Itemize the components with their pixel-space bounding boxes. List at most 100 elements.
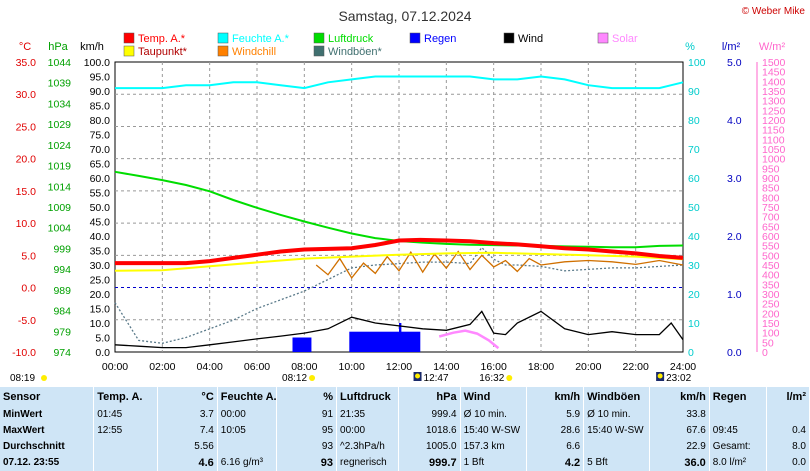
x-tick-label: 10:00 <box>339 361 365 373</box>
axis-unit-label: °C <box>19 41 31 53</box>
tick-label-wind: 5.0 <box>95 333 110 345</box>
tick-label-temp: -10.0 <box>12 347 36 359</box>
tick-label-wind: 15.0 <box>90 304 111 316</box>
weather-chart: Samstag, 07.12.2024 © Weber Mike Temp. A.*… <box>10 6 806 384</box>
table-cell: Ø 10 min. <box>583 406 651 423</box>
table-cell: 22.9 <box>649 438 710 455</box>
table-row: MinWert 01:45 3.7 00:00 91 21:35 999.4 Ø 10 min… <box>0 406 810 423</box>
tick-label-solar: 950 <box>762 163 780 175</box>
tick-label-wind: 100.0 <box>84 57 110 69</box>
table-cell: 4.2 <box>526 454 585 471</box>
sun-marker-icon <box>41 375 47 381</box>
tick-label-wind: 80.0 <box>90 115 111 127</box>
tick-label-wind: 0.0 <box>95 347 110 359</box>
tick-label-rain: 3.0 <box>727 173 742 185</box>
table-cell: 6.6 <box>526 438 585 455</box>
tick-label-temp: 15.0 <box>16 186 37 198</box>
legend-label: Luftdruck <box>328 33 374 45</box>
table-cell <box>93 438 159 455</box>
legend-label: Temp. A.* <box>138 33 186 45</box>
rain-bar <box>399 323 402 352</box>
x-tick-label: 18:00 <box>528 361 554 373</box>
table-header-cell: Sensor <box>0 387 95 407</box>
table-cell: regnerisch <box>336 454 399 471</box>
x-tick-label: 20:00 <box>575 361 601 373</box>
tick-label-solar: 1250 <box>762 105 786 117</box>
tick-label-wind: 90.0 <box>90 86 111 98</box>
marker-time: 12:47 <box>424 373 449 384</box>
tick-label-wind: 35.0 <box>90 246 111 258</box>
tick-label-wind: 40.0 <box>90 231 111 243</box>
table-header-cell: l/m² <box>766 387 810 407</box>
tick-label-solar: 300 <box>762 289 780 301</box>
tick-label-pressure: 994 <box>53 264 71 276</box>
tick-label-wind: 75.0 <box>90 130 111 142</box>
table-header-cell: Luftdruck <box>336 387 399 407</box>
credit-text: © Weber Mike <box>742 6 806 17</box>
sun-marker-icon <box>309 375 316 381</box>
table-cell: 28.6 <box>526 422 585 439</box>
tick-label-wind: 20.0 <box>90 289 111 301</box>
table-row: Durchschnitt 5.56 93 ^2.3hPa/h 1005.0 157.3 k… <box>0 438 810 455</box>
table-cell: 999.4 <box>398 406 461 423</box>
tick-label-solar: 1300 <box>762 96 786 108</box>
table-cell: 3.7 <box>157 406 218 423</box>
table-cell: 36.0 <box>649 454 710 471</box>
legend-swatch <box>217 45 229 57</box>
tick-label-pressure: 1004 <box>48 223 72 235</box>
table-cell: 1 Bft <box>460 454 527 471</box>
x-tick-label: 04:00 <box>197 361 223 373</box>
tick-label-solar: 1150 <box>762 125 785 137</box>
table-cell <box>93 454 159 471</box>
tick-label-solar: 150 <box>762 318 780 330</box>
tick-label-humidity: 50 <box>688 202 700 214</box>
rain-bar <box>349 331 421 352</box>
tick-label-temp: 0.0 <box>21 283 36 295</box>
x-tick-label: 06:00 <box>244 361 270 373</box>
tick-label-temp: -5.0 <box>18 315 36 327</box>
tick-label-solar: 1400 <box>762 76 786 88</box>
series-line-taupunkt <box>114 251 684 272</box>
tick-label-pressure: 1014 <box>48 181 72 193</box>
table-cell: 91 <box>276 406 338 423</box>
x-tick-label: 08:00 <box>291 361 317 373</box>
table-row: 07.12. 23:55 4.6 6.16 g/m³ 93 regnerisch 999.… <box>0 454 810 471</box>
tick-label-solar: 200 <box>762 308 780 320</box>
tick-label-humidity: 60 <box>688 173 700 185</box>
tick-label-humidity: 20 <box>688 289 700 301</box>
axis-unit-label: km/h <box>80 41 104 53</box>
tick-label-solar: 850 <box>762 183 780 195</box>
tick-label-pressure: 974 <box>53 347 71 359</box>
tick-label-solar: 1050 <box>762 144 786 156</box>
marker-time: 08:12 <box>282 373 307 384</box>
table-header-cell: km/h <box>526 387 585 407</box>
tick-label-pressure: 1009 <box>48 202 72 214</box>
table-cell: 93 <box>276 438 338 455</box>
tick-label-solar: 750 <box>762 202 780 214</box>
axis-unit-label: hPa <box>48 41 68 53</box>
tick-label-solar: 500 <box>762 250 780 262</box>
axis-unit-label: % <box>685 41 695 53</box>
tick-label-pressure: 1024 <box>48 140 72 152</box>
tick-label-rain: 4.0 <box>727 115 742 127</box>
table-cell: 10:05 <box>217 422 278 439</box>
table-header-cell: Feuchte A. <box>217 387 278 407</box>
tick-label-temp: 25.0 <box>16 121 37 133</box>
tick-label-solar: 0 <box>762 347 768 359</box>
tick-label-humidity: 10 <box>688 318 700 330</box>
series-line-solar <box>438 329 500 350</box>
table-cell: ^2.3hPa/h <box>336 438 399 455</box>
series-line-wind <box>114 310 684 349</box>
table-cell <box>766 406 810 423</box>
legend-swatch <box>123 45 135 57</box>
marker-time: 08:19 <box>10 373 35 384</box>
legend-swatch <box>313 32 325 44</box>
marker-time: 23:02 <box>666 373 691 384</box>
table-cell: 4.6 <box>157 454 218 471</box>
tick-label-solar: 800 <box>762 192 780 204</box>
tick-label-solar: 650 <box>762 221 780 233</box>
tick-label-wind: 45.0 <box>90 217 111 229</box>
table-cell: 33.8 <box>649 406 710 423</box>
table-cell: 8.0 l/m² <box>709 454 768 471</box>
table-cell: 12:55 <box>93 422 159 439</box>
